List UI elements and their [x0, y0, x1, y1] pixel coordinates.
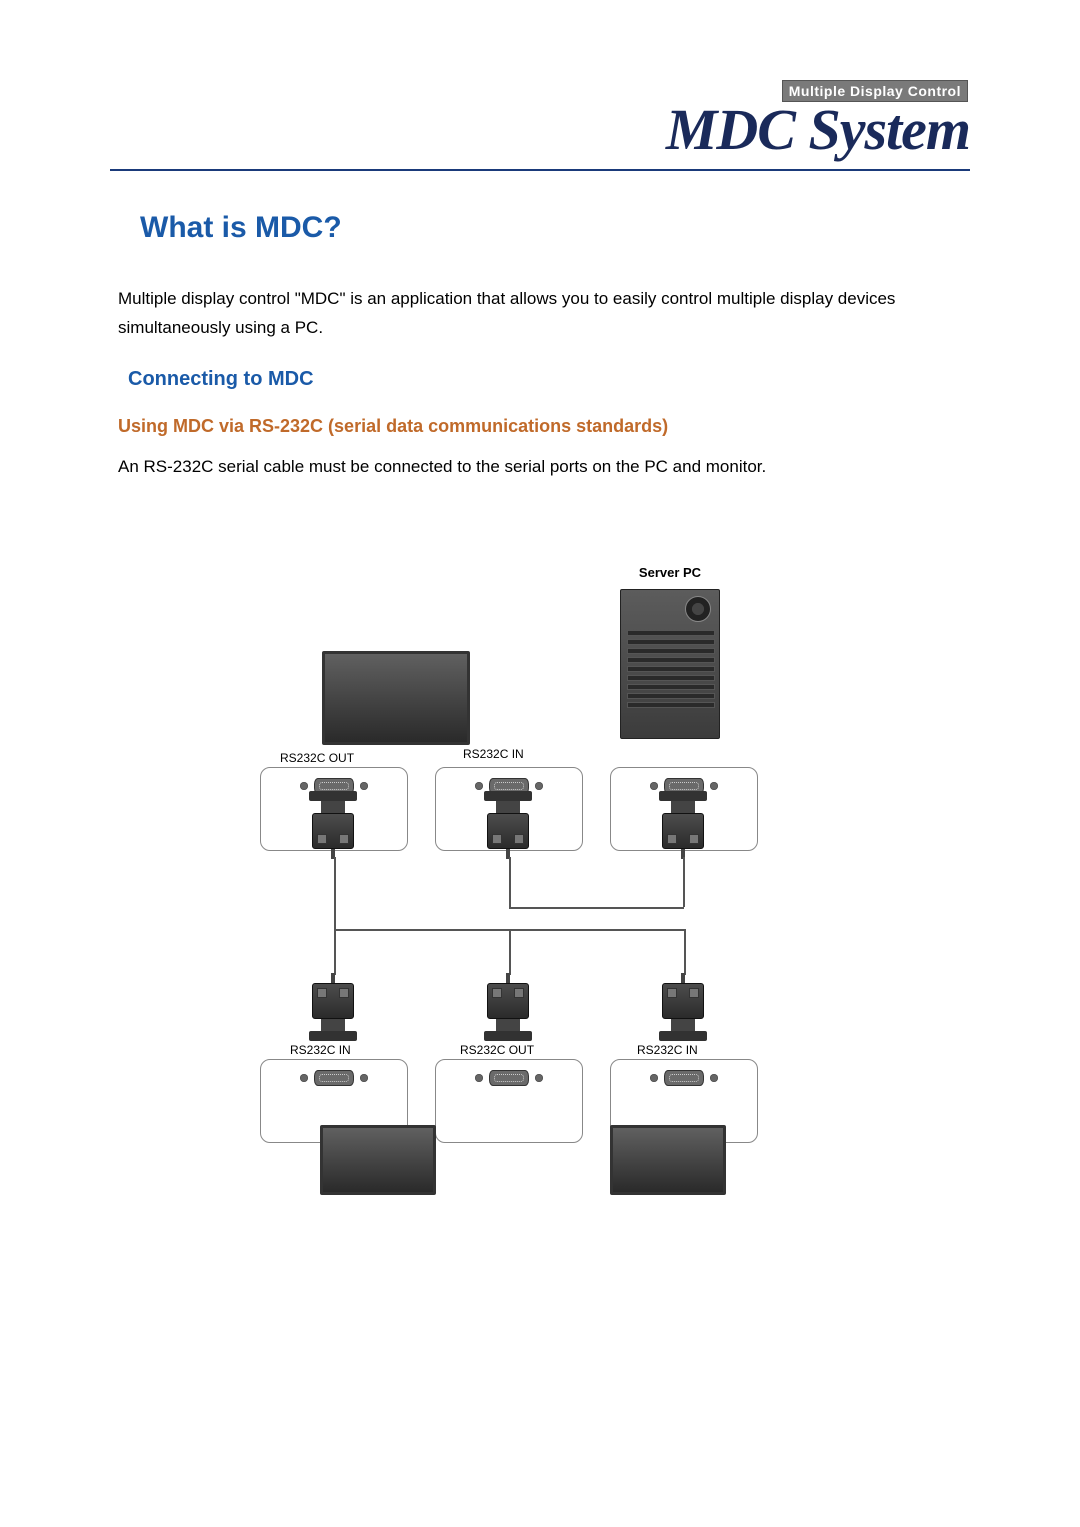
header-logo: MDC System [110, 101, 970, 159]
serial-port-panel [435, 1059, 583, 1143]
heading-1: What is MDC? [140, 211, 970, 245]
server-pc-label: Server PC [610, 565, 730, 580]
port-label: RS232C IN [463, 747, 524, 761]
monitor-icon [320, 1125, 436, 1195]
port-label: RS232C IN [290, 1043, 351, 1057]
serial-connector-icon [312, 973, 354, 1041]
body-paragraph: An RS-232C serial cable must be connecte… [118, 457, 970, 477]
cable-wire [683, 857, 685, 907]
page-header: Multiple Display Control MDC System [110, 80, 970, 171]
serial-connector-icon [312, 791, 354, 859]
cable-wire [509, 929, 511, 975]
serial-connector-icon [487, 791, 529, 859]
intro-paragraph: Multiple display control "MDC" is an app… [118, 285, 970, 343]
monitor-icon [322, 651, 470, 745]
heading-3: Using MDC via RS-232C (serial data commu… [118, 416, 970, 437]
cable-wire [334, 857, 336, 975]
cable-wire [509, 907, 684, 909]
serial-connector-icon [487, 973, 529, 1041]
serial-connector-icon [662, 791, 704, 859]
cable-wire [509, 857, 511, 907]
cable-wire [684, 929, 686, 975]
heading-2: Connecting to MDC [128, 368, 970, 391]
serial-connector-icon [662, 973, 704, 1041]
monitor-icon [610, 1125, 726, 1195]
port-label: RS232C IN [637, 1043, 698, 1057]
port-label: RS232C OUT [460, 1043, 534, 1057]
connection-diagram: Server PC RS232C OUT RS232C IN [260, 557, 820, 1207]
port-label: RS232C OUT [280, 751, 354, 765]
server-pc-icon [620, 589, 720, 739]
